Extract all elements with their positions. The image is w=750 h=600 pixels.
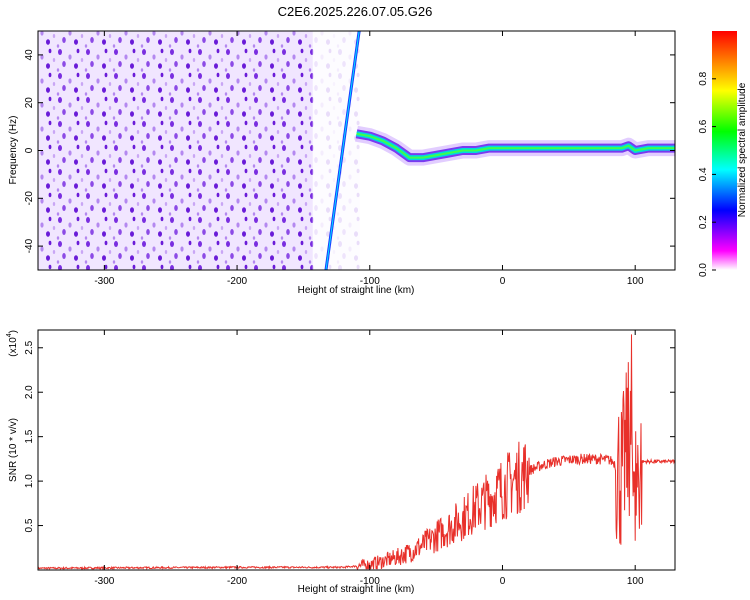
diagonal-track-core [325, 31, 360, 270]
spectrogram-plot-area [38, 31, 675, 270]
snr-y-scale-exp: 4 [6, 333, 13, 337]
x-tick-label: 100 [627, 576, 644, 587]
signal-track-core [356, 132, 675, 159]
y-tick-label: 2.0 [24, 385, 35, 399]
y-tick-label: 1.0 [24, 474, 35, 488]
x-tick-label: -100 [360, 576, 380, 587]
spectrogram-y-label: Frequency (Hz) [8, 116, 19, 185]
colorbar-tick-label: 0.4 [698, 167, 709, 181]
snr-x-ticks: -300 -200 -100 0 100 [94, 330, 644, 587]
spectrogram-y-ticks: -40 -20 0 20 40 [24, 49, 675, 253]
noise-region [38, 31, 360, 270]
snr-panel: -300 -200 -100 0 100 0.5 1.0 1.5 2.0 2.5 Height … [6, 329, 676, 595]
x-tick-label: 100 [627, 276, 644, 287]
snr-y-scale-close: ) [8, 330, 19, 333]
snr-y-scale-label: (x10 [8, 337, 19, 357]
figure-title: C2E6.2025.226.07.05.G26 [278, 4, 433, 19]
svg-text:(x104): (x104) [6, 330, 19, 357]
colorbar-tick-label: 0.0 [698, 263, 709, 277]
y-tick-label: -20 [24, 191, 35, 206]
x-tick-label: -300 [94, 576, 114, 587]
colorbar-tick-label: 0.8 [698, 71, 709, 85]
clear-band [312, 31, 360, 270]
snr-frame [37, 329, 676, 571]
y-tick-label: 0.5 [24, 518, 35, 532]
x-tick-label: -100 [360, 276, 380, 287]
colorbar-tick-label: 0.6 [698, 119, 709, 133]
colorbar-ticks: 0.0 0.2 0.4 0.6 0.8 [698, 71, 716, 277]
spectrogram-x-ticks: -300 -200 -100 0 100 [94, 31, 644, 287]
snr-series-line [38, 334, 675, 570]
colorbar-label: Normalized spectral amplitude [737, 82, 748, 217]
x-tick-label: -200 [227, 576, 247, 587]
spectrogram-x-label: Height of straight line (km) [298, 285, 415, 296]
signal-track [355, 125, 675, 166]
y-tick-label: 20 [24, 97, 35, 109]
x-tick-label: 0 [500, 276, 506, 287]
y-tick-label: 40 [24, 49, 35, 61]
snr-x-label: Height of straight line (km) [298, 584, 415, 595]
colorbar: 0.0 0.2 0.4 0.6 0.8 Normalized spectral ampl… [698, 31, 748, 277]
x-tick-label: 0 [500, 576, 506, 587]
y-tick-label: 2.5 [24, 340, 35, 354]
x-tick-label: -300 [94, 276, 114, 287]
snr-y-scale-factor: (x104) [6, 330, 19, 357]
colorbar-tick-label: 0.2 [698, 215, 709, 229]
snr-y-label: SNR (10 * v/v) [8, 418, 19, 482]
y-tick-label: 0 [24, 147, 35, 153]
y-tick-label: -40 [24, 238, 35, 253]
x-tick-label: -200 [227, 276, 247, 287]
y-tick-label: 1.5 [24, 429, 35, 443]
snr-y-ticks: 0.5 1.0 1.5 2.0 2.5 [24, 340, 675, 533]
colorbar-gradient [712, 31, 737, 270]
snr-background [38, 330, 675, 570]
snr-plot-area [38, 330, 675, 570]
